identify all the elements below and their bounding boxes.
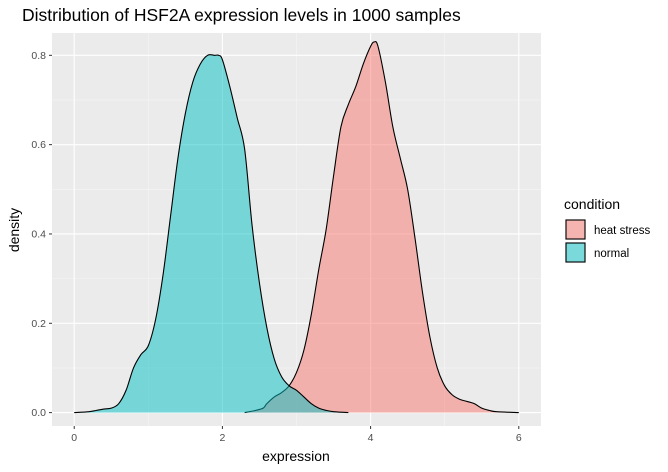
x-axis-title: expression (262, 448, 330, 464)
x-axis-ticks: 0 2 4 6 (71, 426, 522, 444)
chart-title: Distribution of HSF2A expression levels … (22, 5, 461, 25)
x-tick-label: 2 (219, 432, 225, 444)
y-tick-label: 0.4 (31, 228, 46, 240)
legend-label-heat-stress: heat stress (594, 225, 650, 237)
y-axis-title: density (6, 208, 22, 252)
y-tick-label: 0.0 (31, 407, 46, 419)
y-axis-ticks: 0.0 0.2 0.4 0.6 0.8 (31, 50, 52, 419)
legend-label-normal: normal (594, 248, 629, 260)
density-area-heat-stress (244, 41, 519, 413)
legend-swatch-normal (565, 242, 586, 263)
x-tick-label: 6 (516, 432, 522, 444)
density-line-normal (74, 54, 349, 414)
y-tick-label: 0.2 (31, 318, 46, 330)
x-tick-label: 4 (368, 432, 374, 444)
y-tick-label: 0.6 (31, 139, 46, 151)
density-series (74, 41, 519, 414)
legend-title: condition (564, 196, 620, 212)
legend-swatch-heat-stress (565, 219, 586, 240)
density-area-normal (74, 54, 349, 413)
y-tick-label: 0.8 (31, 50, 46, 62)
x-tick-label: 0 (71, 432, 77, 444)
legend: condition heat stress normal (564, 196, 650, 263)
